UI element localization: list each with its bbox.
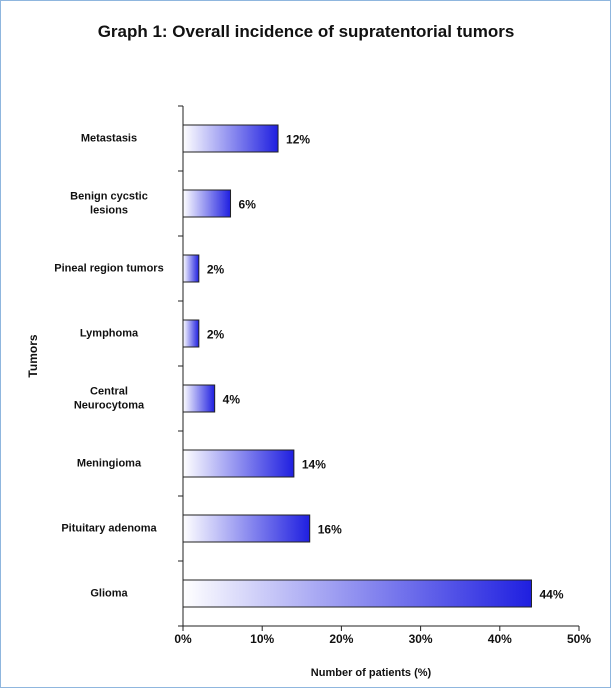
bar: [182, 514, 311, 543]
value-label: 2%: [207, 328, 225, 342]
x-tick-label: 20%: [329, 632, 353, 646]
bar: [182, 319, 200, 348]
y-tick-label: Benign cycstic lesions: [70, 190, 148, 216]
bar: [182, 189, 232, 218]
y-tick-label: Pituitary adenoma: [61, 522, 157, 534]
y-tick-label: Meningioma: [77, 457, 142, 469]
y-tick-label: Metastasis: [81, 132, 137, 144]
x-tick-label: 10%: [250, 632, 274, 646]
x-tick-label: 40%: [488, 632, 512, 646]
bar: [182, 254, 200, 283]
y-tick-label: Central Neurocytoma: [74, 385, 145, 411]
value-label: 44%: [539, 588, 563, 602]
y-tick-label: Lymphoma: [80, 327, 139, 339]
bar: [182, 449, 295, 478]
y-axis-label: Tumors: [26, 334, 40, 377]
x-axis-label: Number of patients (%): [311, 667, 432, 679]
bar: [182, 384, 216, 413]
bar: [182, 579, 532, 608]
y-tick-label: Pineal region tumors: [54, 262, 163, 274]
x-tick-label: 0%: [174, 632, 192, 646]
value-label: 2%: [207, 263, 225, 277]
chart-title: Graph 1: Overall incidence of supratento…: [97, 22, 515, 41]
value-label: 12%: [286, 133, 310, 147]
value-label: 16%: [318, 523, 342, 537]
value-label: 4%: [223, 393, 241, 407]
x-tick-label: 30%: [409, 632, 433, 646]
value-label: 14%: [302, 458, 326, 472]
value-label: 6%: [239, 198, 257, 212]
x-tick-label: 50%: [567, 632, 591, 646]
y-tick-label: Glioma: [90, 587, 128, 599]
bar: [182, 124, 279, 153]
